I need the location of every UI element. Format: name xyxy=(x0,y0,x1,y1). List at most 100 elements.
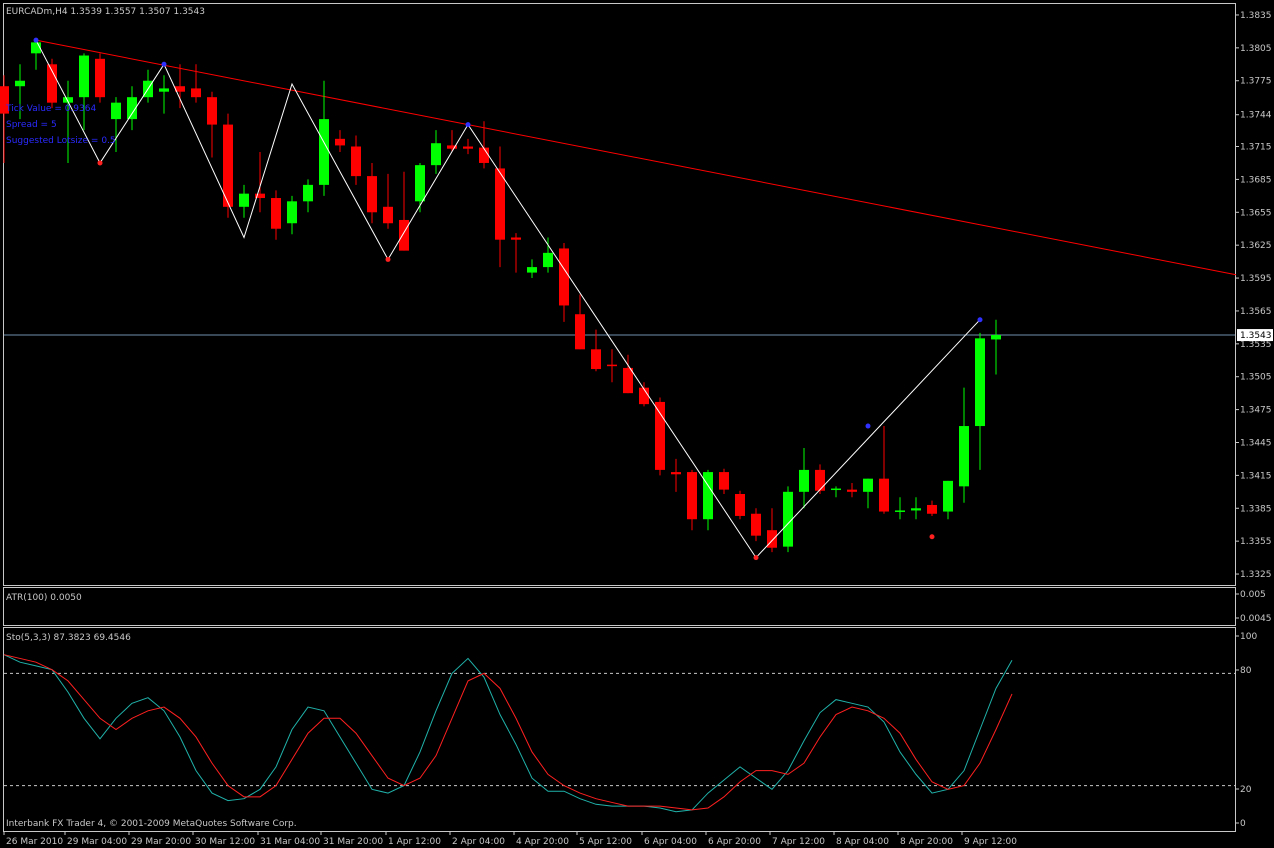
candle-body xyxy=(415,165,425,202)
candle xyxy=(975,332,985,470)
atr-tick-label: 0.0045 xyxy=(1240,614,1272,624)
candle xyxy=(687,469,697,531)
time-tick-label: 4 Apr 20:00 xyxy=(516,837,569,847)
candle-body xyxy=(959,426,969,487)
price-tick-label: 1.3805 xyxy=(1240,44,1272,54)
price-tick-label: 1.3415 xyxy=(1240,471,1272,481)
candle-body xyxy=(479,147,489,163)
candle xyxy=(927,500,937,516)
candle xyxy=(767,508,777,553)
resistance-trendline[interactable] xyxy=(35,39,1237,276)
pivot-marker xyxy=(977,317,983,323)
candle-body xyxy=(623,367,633,394)
candle-body xyxy=(719,472,729,490)
candle xyxy=(479,121,489,169)
candle xyxy=(607,349,617,383)
price-tick-label: 1.3655 xyxy=(1240,208,1272,218)
candle xyxy=(47,58,57,109)
price-tick-label: 1.3715 xyxy=(1240,143,1272,153)
price-tick-label: 1.3835 xyxy=(1240,11,1272,21)
candle xyxy=(0,75,9,163)
candle xyxy=(31,40,41,70)
candle xyxy=(303,179,313,213)
candle-body xyxy=(239,193,249,207)
candle xyxy=(463,138,473,155)
candle xyxy=(751,508,761,542)
atr-tick-label: 0.005 xyxy=(1240,590,1266,600)
candle xyxy=(447,130,457,152)
candle-body xyxy=(863,478,873,492)
candle xyxy=(207,91,217,158)
atr-title: ATR(100) 0.0050 xyxy=(6,593,82,603)
candle-body xyxy=(991,335,1001,340)
candle-body xyxy=(655,401,665,470)
candle-body xyxy=(47,64,57,103)
candle-body xyxy=(399,219,409,251)
time-tick-label: 31 Mar 20:00 xyxy=(323,837,383,847)
candle xyxy=(271,190,281,240)
price-tick-label: 1.3535 xyxy=(1240,340,1272,350)
candle-body xyxy=(831,488,841,491)
candle-body xyxy=(15,80,25,87)
main-title: EURCADm,H4 1.3539 1.3557 1.3507 1.3543 xyxy=(6,7,205,17)
candle xyxy=(351,135,361,185)
time-axis: 26 Mar 2010 29 Mar 04:00 29 Mar 20:00 30 Ma… xyxy=(3,831,1017,847)
candle-body xyxy=(159,88,169,92)
candle-body xyxy=(367,176,377,213)
sto-tick-label: 100 xyxy=(1240,632,1257,642)
suggested-lotsize-text: Suggested Lotsize = 0.5 xyxy=(6,136,116,146)
spread-text: Spread = 5 xyxy=(6,120,57,130)
candle-body xyxy=(511,237,521,240)
candle-body xyxy=(319,119,329,185)
price-tick-label: 1.3625 xyxy=(1240,241,1272,251)
price-panel xyxy=(0,37,1237,561)
candle-body xyxy=(543,252,553,268)
candle-body xyxy=(687,472,697,520)
candle xyxy=(191,64,201,103)
sto-signal-line xyxy=(3,654,1013,811)
price-tick-label: 1.3355 xyxy=(1240,537,1272,547)
candle-body xyxy=(175,86,185,92)
zigzag-line xyxy=(35,39,981,559)
candle-body xyxy=(127,97,137,120)
candle-body xyxy=(639,387,649,405)
candle-body xyxy=(895,510,905,512)
candle-body xyxy=(815,469,825,491)
candle-body xyxy=(911,508,921,511)
sto-plot xyxy=(3,654,1235,813)
candle xyxy=(559,242,569,322)
candle-body xyxy=(767,530,777,548)
candle-body xyxy=(495,168,505,240)
time-tick-label: 30 Mar 12:00 xyxy=(195,837,255,847)
candle xyxy=(335,130,345,152)
candle-body xyxy=(527,267,537,273)
sto-tick-label: 80 xyxy=(1240,666,1252,676)
candle-body xyxy=(79,55,89,98)
candle-body xyxy=(95,58,105,98)
candle xyxy=(511,233,521,273)
candle-body xyxy=(671,472,681,475)
candle xyxy=(63,80,73,163)
candle-body xyxy=(447,145,457,149)
time-tick-label: 2 Apr 04:00 xyxy=(452,837,505,847)
candle-body xyxy=(735,494,745,516)
candle-body xyxy=(847,489,857,492)
candle-body xyxy=(271,198,281,229)
candle-body xyxy=(31,42,41,54)
price-tick-label: 1.3385 xyxy=(1240,504,1272,514)
candle-body xyxy=(63,97,73,103)
candle-body xyxy=(383,206,393,224)
pivot-marker xyxy=(865,423,871,429)
candle xyxy=(111,97,121,152)
candle-body xyxy=(575,314,585,350)
candle-body xyxy=(463,146,473,149)
price-tick-label: 1.3445 xyxy=(1240,438,1272,448)
candle xyxy=(591,329,601,372)
candle xyxy=(671,458,681,492)
time-tick-label: 29 Mar 04:00 xyxy=(67,837,127,847)
copyright-text: Interbank FX Trader 4, © 2001-2009 MetaQ… xyxy=(6,819,297,829)
candle xyxy=(79,53,89,131)
candle xyxy=(127,86,137,131)
sto-title: Sto(5,3,3) 87.3823 69.4546 xyxy=(6,633,131,643)
